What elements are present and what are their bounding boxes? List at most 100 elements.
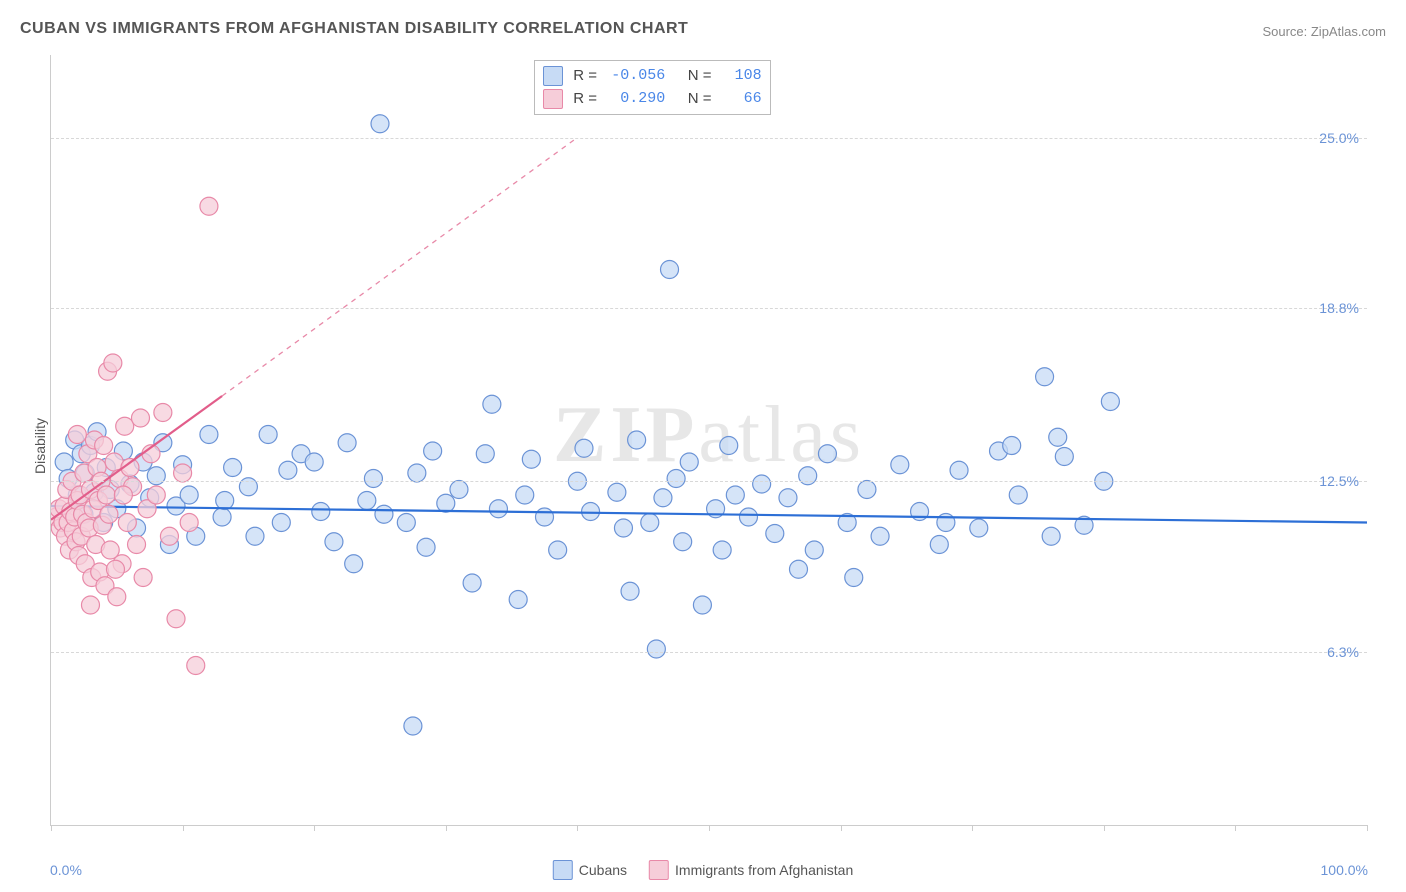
gridline: [51, 481, 1367, 482]
data-point: [259, 426, 277, 444]
data-point: [116, 417, 134, 435]
data-point: [246, 527, 264, 545]
data-point: [476, 445, 494, 463]
y-axis-label: Disability: [32, 418, 48, 474]
r-label: R =: [573, 88, 601, 111]
legend-swatch: [543, 89, 563, 109]
n-value: 108: [726, 65, 762, 88]
data-point: [516, 486, 534, 504]
data-point: [858, 481, 876, 499]
data-point: [200, 197, 218, 215]
data-point: [1049, 428, 1067, 446]
data-point: [805, 541, 823, 559]
data-point: [1036, 368, 1054, 386]
x-tick: [446, 825, 447, 831]
x-tick: [183, 825, 184, 831]
legend-item: Immigrants from Afghanistan: [649, 860, 853, 880]
data-point: [818, 445, 836, 463]
data-point: [950, 461, 968, 479]
data-point: [930, 536, 948, 554]
data-point: [1009, 486, 1027, 504]
data-point: [766, 525, 784, 543]
data-point: [1003, 437, 1021, 455]
data-point: [108, 588, 126, 606]
x-tick: [1104, 825, 1105, 831]
data-point: [614, 519, 632, 537]
chart-container: CUBAN VS IMMIGRANTS FROM AFGHANISTAN DIS…: [0, 0, 1406, 892]
data-point: [647, 640, 665, 658]
x-tick: [709, 825, 710, 831]
data-point: [871, 527, 889, 545]
n-value: 66: [726, 88, 762, 111]
r-value: 0.290: [611, 88, 665, 111]
data-point: [463, 574, 481, 592]
gridline: [51, 308, 1367, 309]
x-tick-last: 100.0%: [1321, 862, 1368, 878]
data-point: [200, 426, 218, 444]
data-point: [147, 486, 165, 504]
data-point: [661, 261, 679, 279]
data-point: [118, 514, 136, 532]
data-point: [845, 569, 863, 587]
data-point: [345, 555, 363, 573]
data-point: [509, 591, 527, 609]
data-point: [279, 461, 297, 479]
data-point: [397, 514, 415, 532]
trend-line-extension: [222, 138, 577, 397]
data-point: [713, 541, 731, 559]
x-tick: [51, 825, 52, 831]
data-point: [575, 439, 593, 457]
n-label: N =: [675, 88, 715, 111]
data-point: [720, 437, 738, 455]
data-point: [483, 395, 501, 413]
data-point: [654, 489, 672, 507]
data-point: [216, 492, 234, 510]
data-point: [404, 717, 422, 735]
data-point: [371, 115, 389, 133]
data-point: [628, 431, 646, 449]
data-point: [338, 434, 356, 452]
data-point: [779, 489, 797, 507]
data-point: [154, 404, 172, 422]
plot-area: ZIPatlas 6.3%12.5%18.8%25.0%: [50, 55, 1367, 826]
data-point: [100, 505, 118, 523]
data-point: [608, 483, 626, 501]
x-tick: [314, 825, 315, 831]
data-point: [128, 536, 146, 554]
n-label: N =: [675, 65, 715, 88]
legend-item: Cubans: [553, 860, 627, 880]
x-tick: [577, 825, 578, 831]
data-point: [667, 470, 685, 488]
data-point: [160, 527, 178, 545]
legend-swatch: [649, 860, 669, 880]
y-tick-label: 12.5%: [1319, 473, 1359, 489]
correlation-row: R = -0.056 N = 108: [543, 65, 761, 88]
data-point: [674, 533, 692, 551]
data-point: [739, 508, 757, 526]
data-point: [312, 503, 330, 521]
data-point: [582, 503, 600, 521]
data-point: [789, 560, 807, 578]
legend-label: Immigrants from Afghanistan: [675, 862, 853, 878]
data-point: [641, 514, 659, 532]
data-point: [891, 456, 909, 474]
x-tick: [841, 825, 842, 831]
data-point: [325, 533, 343, 551]
data-point: [187, 657, 205, 675]
data-point: [213, 508, 231, 526]
correlation-legend: R = -0.056 N = 108R = 0.290 N = 66: [534, 60, 770, 115]
data-point: [726, 486, 744, 504]
legend-swatch: [543, 66, 563, 86]
data-point: [114, 486, 132, 504]
data-point: [81, 596, 99, 614]
data-point: [680, 453, 698, 471]
r-value: -0.056: [611, 65, 665, 88]
data-point: [358, 492, 376, 510]
data-point: [375, 505, 393, 523]
x-tick: [1235, 825, 1236, 831]
data-point: [134, 569, 152, 587]
data-point: [364, 470, 382, 488]
data-point: [272, 514, 290, 532]
y-tick-label: 6.3%: [1327, 644, 1359, 660]
data-point: [417, 538, 435, 556]
